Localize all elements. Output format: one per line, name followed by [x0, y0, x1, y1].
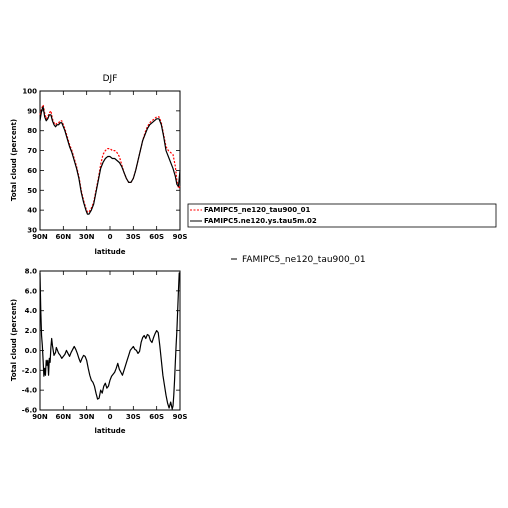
bottom-series-line-0: [39, 272, 180, 410]
top-x-tick-label: 60N: [56, 233, 72, 241]
top-y-axis-title: Total cloud (percent): [10, 119, 18, 201]
bottom-y-tick-label: 0.0: [25, 347, 38, 355]
top-y-tick-label: 90: [27, 107, 37, 115]
top-y-tick-label: 100: [22, 88, 37, 96]
top-plot-title: DJF: [103, 74, 118, 84]
bottom-series-group: [39, 272, 180, 410]
bottom-axis-ticks: 90N 60N 30N 0 30S 60S 90S -6.0 -4.0 -2.0 0.0 2.0 4.0…: [22, 268, 188, 422]
top-y-tick-label: 80: [27, 127, 37, 135]
top-legend-box: [187, 203, 497, 228]
bottom-y-tick-label: 4.0: [25, 307, 38, 315]
top-plot-frame: [39, 90, 181, 231]
top-series-group: [39, 104, 181, 215]
bottom-x-tick-label: 60N: [56, 413, 72, 421]
top-x-axis-title: latitude: [95, 248, 126, 256]
top-series-line-0: [39, 104, 181, 213]
top-legend: FAMIPC5_ne120_tau900_01 FAMIPC5.ne120.ys…: [187, 203, 497, 228]
top-x-tick-label: 90N: [32, 233, 48, 241]
top-axis-ticks: 90N 60N 30N 0 30S 60S 90S 30 40 50 60 70 80 90 100: [22, 88, 187, 242]
top-y-tick-label: 30: [27, 227, 37, 235]
top-x-tick-label: 30S: [126, 233, 141, 241]
bottom-y-tick-label: -6.0: [22, 407, 37, 415]
legend-entry-1: FAMIPC5.ne120.ys.tau5m.02: [204, 217, 317, 225]
bottom-y-tick-label: 8.0: [25, 268, 38, 276]
bottom-y-axis-title: Total cloud (percent): [10, 299, 18, 381]
bottom-legend: FAMIPC5_ne120_tau900_01: [231, 255, 366, 265]
top-x-tick-label: 30N: [79, 233, 95, 241]
top-x-tick-label: 90S: [173, 233, 188, 241]
legend-entry-0: FAMIPC5_ne120_tau900_01: [204, 206, 310, 214]
bottom-x-tick-label: 30N: [79, 413, 95, 421]
bottom-x-tick-label: 0: [108, 413, 113, 421]
bottom-panel: 90N 60N 30N 0 30S 60S 90S -6.0 -4.0 -2.0 0.0 2.0 4.0…: [10, 268, 187, 436]
top-x-tick-label: 0: [108, 233, 113, 241]
bottom-x-tick-label: 90S: [173, 413, 188, 421]
bottom-y-tick-label: 2.0: [25, 327, 38, 335]
top-y-tick-label: 50: [27, 187, 37, 195]
bottom-x-axis-title: latitude: [95, 427, 126, 435]
bottom-x-tick-label: 90N: [32, 413, 48, 421]
bottom-legend-entry: FAMIPC5_ne120_tau900_01: [242, 255, 366, 265]
bottom-x-tick-label: 30S: [126, 413, 141, 421]
top-panel: DJF 90N 60N 30N 0 30S 60S 90S 30 40 50 60 70 80 90 100…: [10, 74, 187, 256]
top-y-tick-label: 70: [27, 147, 37, 155]
top-y-tick-label: 40: [27, 207, 37, 215]
top-x-tick-label: 60S: [149, 233, 164, 241]
bottom-y-tick-label: -2.0: [22, 367, 37, 375]
top-y-tick-label: 60: [27, 167, 37, 175]
top-series-line-1: [39, 106, 181, 215]
bottom-y-tick-label: 6.0: [25, 287, 38, 295]
bottom-x-tick-label: 60S: [149, 413, 164, 421]
bottom-y-tick-label: -4.0: [22, 387, 37, 395]
